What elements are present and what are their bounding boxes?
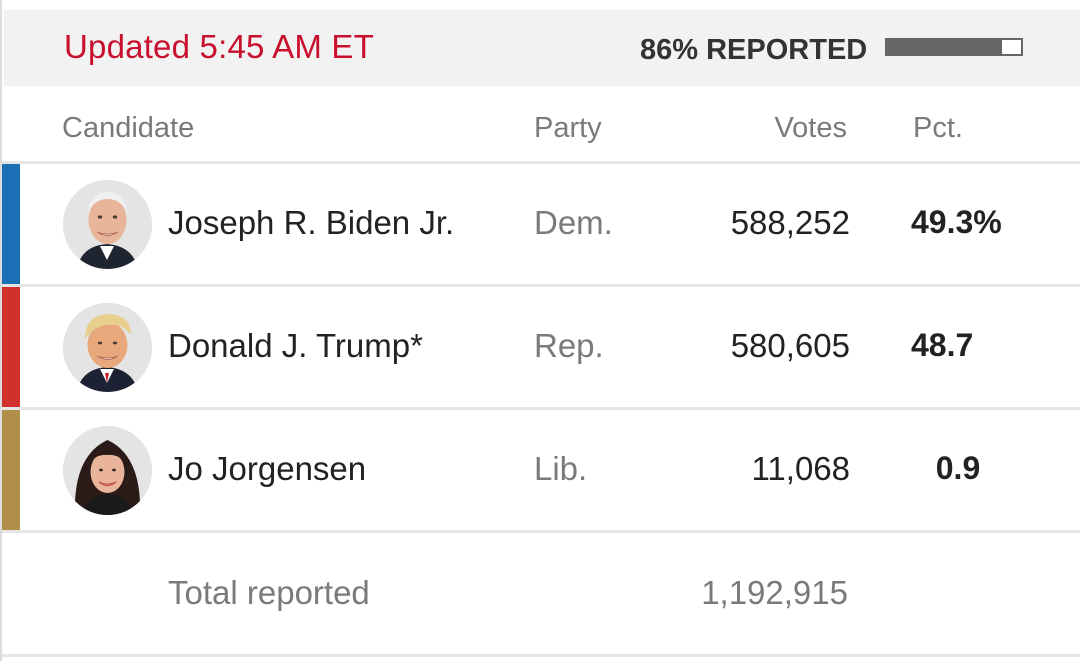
candidate-votes: 580,605 bbox=[730, 327, 850, 364]
divider bbox=[2, 284, 1080, 287]
divider bbox=[2, 654, 1080, 657]
party-color-bar bbox=[2, 287, 20, 407]
reporting-progress-fill bbox=[887, 40, 1003, 54]
reported-label: 86% REPORTED bbox=[640, 34, 868, 66]
avatar bbox=[63, 180, 152, 269]
trump-photo-icon bbox=[63, 303, 152, 392]
candidate-votes: 588,252 bbox=[730, 204, 850, 241]
candidate-name: Joseph R. Biden Jr. bbox=[168, 204, 455, 241]
divider bbox=[2, 161, 1080, 164]
table-row[interactable]: Jo Jorgensen Lib. 11,068 0.9 bbox=[2, 410, 1080, 530]
updated-timestamp: Updated 5:45 AM ET bbox=[64, 28, 374, 65]
status-bar: Updated 5:45 AM ET 86% REPORTED bbox=[4, 10, 1080, 86]
avatar bbox=[63, 426, 152, 515]
candidate-party: Rep. bbox=[534, 327, 604, 364]
avatar bbox=[63, 303, 152, 392]
column-header-party: Party bbox=[534, 112, 602, 144]
column-header-pct: Pct. bbox=[913, 112, 963, 144]
candidate-votes: 11,068 bbox=[751, 450, 850, 487]
candidate-party: Dem. bbox=[534, 204, 613, 241]
candidate-name: Donald J. Trump* bbox=[168, 327, 423, 364]
party-color-bar bbox=[2, 410, 20, 530]
candidate-pct: 0.9 bbox=[935, 450, 981, 486]
candidate-pct: 49.3% bbox=[911, 204, 1002, 240]
candidate-party: Lib. bbox=[534, 450, 588, 487]
table-row[interactable]: Joseph R. Biden Jr. Dem. 588,252 49.3% bbox=[2, 164, 1080, 284]
divider bbox=[2, 407, 1080, 410]
total-reported-votes: 1,192,915 bbox=[701, 574, 848, 611]
biden-photo-icon bbox=[63, 180, 152, 269]
divider bbox=[2, 530, 1080, 533]
candidate-name: Jo Jorgensen bbox=[168, 450, 367, 487]
column-header-candidate: Candidate bbox=[62, 112, 195, 144]
reporting-progress-bar bbox=[885, 38, 1023, 56]
table-row[interactable]: Donald J. Trump* Rep. 580,605 48.7 bbox=[2, 287, 1080, 407]
column-header-votes: Votes bbox=[774, 112, 847, 144]
total-reported-label: Total reported bbox=[168, 574, 370, 611]
jorgensen-photo-icon bbox=[63, 426, 152, 515]
candidate-pct: 48.7 bbox=[911, 327, 974, 363]
party-color-bar bbox=[2, 164, 20, 284]
